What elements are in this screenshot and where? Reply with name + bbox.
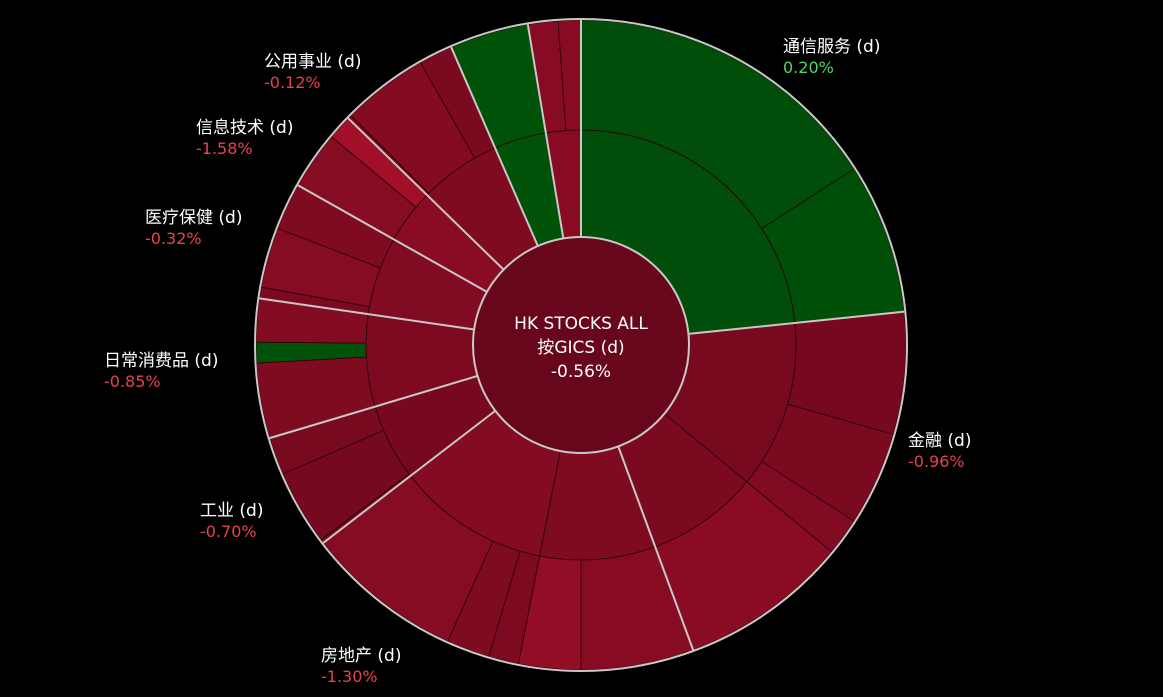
sector-label-change-5: -0.32% xyxy=(145,229,202,248)
sector-label-name-4: 日常消费品 (d) xyxy=(104,351,218,371)
center-node[interactable] xyxy=(472,236,690,454)
sector-separator-6 xyxy=(297,184,488,293)
sector-label-name-1: 金融 (d) xyxy=(908,431,971,451)
chart-title: HK STOCKS ALL xyxy=(514,314,648,334)
total-change-value: -0.56% xyxy=(551,362,611,382)
sector-separator-1 xyxy=(688,310,905,335)
sector-separator-4 xyxy=(269,374,478,440)
sector-label-change-7: -0.12% xyxy=(264,73,321,92)
sunburst-wedges xyxy=(255,19,907,671)
sector-label-name-6: 信息技术 (d) xyxy=(196,118,293,138)
sector-label-change-6: -1.58% xyxy=(196,139,253,158)
sector-label-change-3: -0.70% xyxy=(200,522,257,541)
sector-label-name-3: 工业 (d) xyxy=(200,501,263,521)
sector-label-name-2: 房地产 (d) xyxy=(321,646,401,666)
sector-label-change-0: 0.20% xyxy=(783,58,834,77)
sector-label-name-5: 医疗保健 (d) xyxy=(145,208,242,228)
sector-separator-3 xyxy=(322,409,496,544)
sector-separator-2 xyxy=(617,446,695,651)
sector-label-change-2: -1.30% xyxy=(321,667,378,686)
sector-labels: 通信服务 (d)0.20% 金融 (d)-0.96% 房地产 (d)-1.30% 工业… xyxy=(104,37,971,686)
sector-separator-8 xyxy=(450,46,539,247)
chart-subtitle: 按GICS (d) xyxy=(537,338,624,358)
sector-separators xyxy=(259,20,905,651)
sector-label-change-4: -0.85% xyxy=(104,372,161,391)
sector-label-name-0: 通信服务 (d) xyxy=(783,37,880,57)
outer-ring xyxy=(254,18,908,672)
sector-label-change-1: -0.96% xyxy=(908,452,965,471)
sector-separator-7 xyxy=(347,117,505,271)
sector-separator-9 xyxy=(526,24,565,239)
sector-label-name-7: 公用事业 (d) xyxy=(264,52,361,72)
sector-separator-5 xyxy=(259,297,475,331)
